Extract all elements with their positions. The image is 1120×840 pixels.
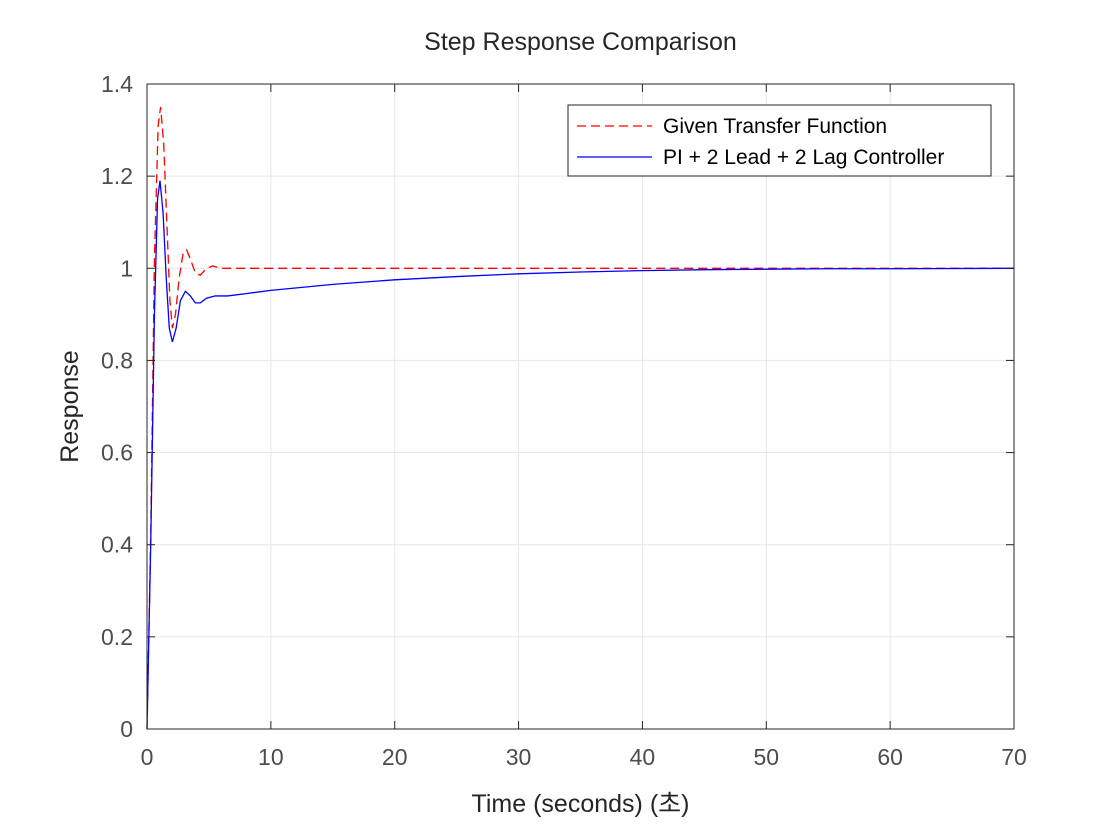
x-tick-labels: 0 10 20 30 40 50 60 70 (141, 744, 1027, 770)
y-tick-label: 1 (120, 255, 133, 281)
y-tick-label: 0 (120, 716, 133, 742)
series-line-controller (146, 180, 1015, 730)
x-axis-label: Time (seconds) (초) (472, 790, 690, 818)
y-tick-label: 0.2 (101, 624, 133, 650)
x-tick-label: 0 (141, 744, 154, 770)
y-tick-label: 0.6 (101, 440, 133, 466)
y-tick-labels: 0 0.2 0.4 0.6 0.8 1 1.2 1.4 (101, 71, 133, 742)
y-axis-label: Response (56, 350, 84, 463)
y-tick-label: 1.4 (101, 71, 133, 97)
x-tick-label: 60 (877, 744, 903, 770)
x-tick-label: 30 (506, 744, 532, 770)
chart-title: Step Response Comparison (424, 28, 737, 56)
y-tick-label: 0.8 (101, 347, 133, 373)
y-tick-label: 0.4 (101, 532, 133, 558)
plot-frame (146, 83, 1015, 730)
legend-label-controller: PI + 2 Lead + 2 Lag Controller (663, 146, 944, 169)
x-tick-label: 10 (258, 744, 284, 770)
legend-label-given: Given Transfer Function (663, 115, 887, 138)
x-tick-label: 50 (753, 744, 779, 770)
legend: Given Transfer Function PI + 2 Lead + 2 … (567, 104, 992, 177)
legend-box (567, 104, 992, 177)
series-layer (146, 106, 1015, 730)
x-tick-label: 20 (382, 744, 408, 770)
tick-marks (146, 83, 1015, 730)
series-line-given (146, 106, 1014, 730)
y-tick-label: 1.2 (101, 163, 133, 189)
x-tick-label: 70 (1001, 744, 1027, 770)
x-tick-label: 40 (630, 744, 656, 770)
